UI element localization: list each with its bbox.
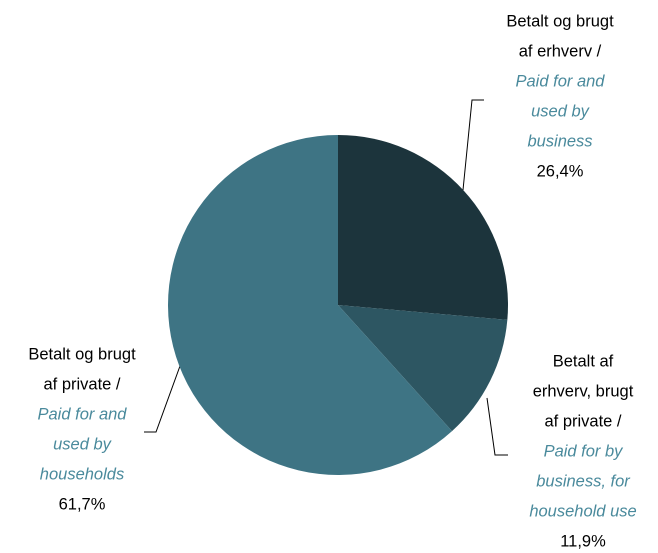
label-english: business bbox=[527, 132, 592, 150]
label-danish: Betalt og brugt bbox=[506, 12, 614, 30]
label-english: used by bbox=[531, 102, 591, 120]
leader-line bbox=[462, 99, 484, 191]
label-english: business, for bbox=[536, 472, 631, 490]
label-english: Paid for and bbox=[38, 405, 128, 423]
value-label: 11,9% bbox=[560, 532, 606, 550]
pie-slice bbox=[167, 135, 453, 475]
value-label: 26,4% bbox=[537, 162, 584, 180]
label-danish: erhverv, brugt bbox=[533, 382, 634, 400]
label-danish: af private / bbox=[43, 375, 120, 393]
label-danish: Betalt af bbox=[553, 352, 614, 370]
label-english: Paid for and bbox=[516, 72, 606, 90]
value-label: 61,7% bbox=[59, 495, 106, 513]
leader-line bbox=[486, 397, 508, 456]
label-english: Paid for by bbox=[544, 442, 625, 460]
label-english: household use bbox=[529, 502, 636, 520]
leader-line bbox=[144, 365, 181, 433]
label-english: households bbox=[40, 465, 124, 483]
label-danish: af private / bbox=[544, 412, 621, 430]
label-danish: Betalt og brugt bbox=[28, 345, 136, 363]
label-danish: af erhverv / bbox=[519, 42, 602, 60]
pie-slice bbox=[338, 305, 508, 432]
pie-slice bbox=[338, 135, 508, 320]
label-english: used by bbox=[53, 435, 113, 453]
